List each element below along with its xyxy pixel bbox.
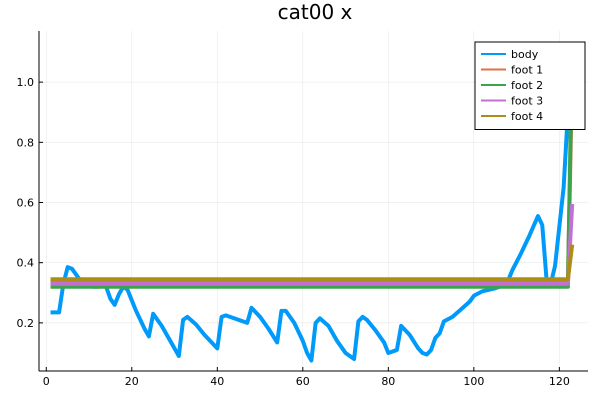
- x-tick-label: 40: [210, 375, 224, 388]
- x-tick-label: 100: [463, 375, 484, 388]
- series-line-body: [50, 75, 575, 363]
- chart-title: cat00 x: [278, 0, 353, 24]
- series-line-foot-4: [50, 244, 575, 282]
- y-tick-label: 0.8: [17, 136, 35, 149]
- legend-label: foot 2: [511, 79, 543, 92]
- legend-label: foot 4: [511, 110, 543, 123]
- y-tick-label: 0.6: [17, 197, 35, 210]
- y-tick-label: 0.4: [17, 257, 35, 270]
- legend-label: foot 1: [511, 64, 543, 77]
- y-tick-label: 1.0: [17, 76, 35, 89]
- y-tick-label: 0.2: [17, 317, 35, 330]
- x-tick-label: 20: [125, 375, 139, 388]
- axes: 0 20 40 60 80 100 120 0.2 0.4 0.6 0.8 1.0: [17, 31, 588, 388]
- x-tick-label: 0: [43, 375, 50, 388]
- x-tick-label: 80: [381, 375, 395, 388]
- x-tick-label: 60: [296, 375, 310, 388]
- series-line-foot-3: [50, 203, 575, 286]
- legend-label: body: [511, 48, 539, 61]
- x-tick-label: 120: [549, 375, 570, 388]
- legend-label: foot 3: [511, 95, 543, 108]
- grid: [39, 31, 588, 371]
- legend: body foot 1 foot 2 foot 3 foot 4: [474, 41, 586, 130]
